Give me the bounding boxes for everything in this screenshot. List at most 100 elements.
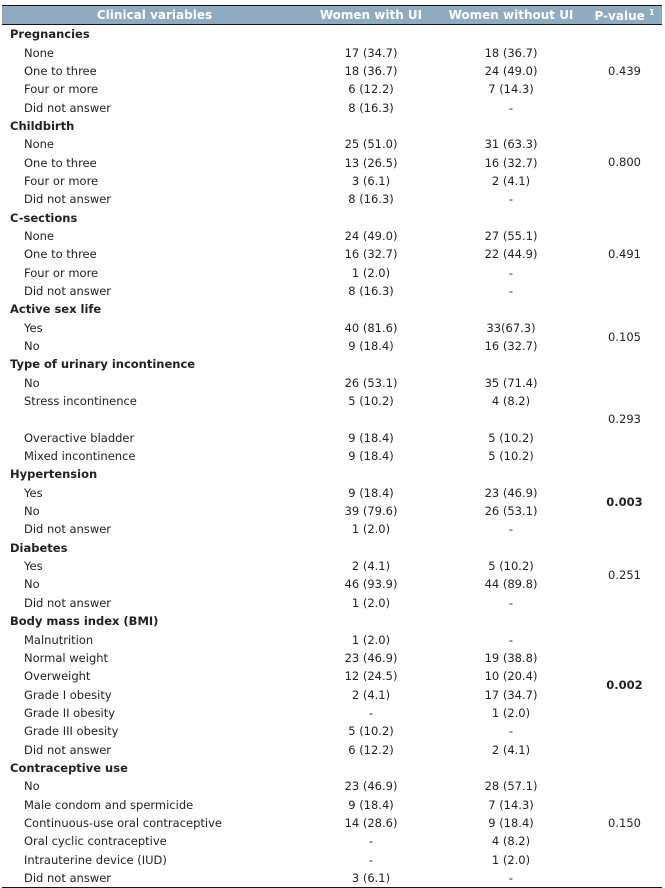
table-row: Four or more 3 (6.1) 2 (4.1): [2, 172, 662, 190]
p-value-cell: [587, 337, 662, 355]
women-with-ui-value: 5 (10.2): [348, 394, 394, 409]
women-without-ui-value: -: [508, 522, 514, 537]
group-title: Type of urinary incontinence: [10, 357, 196, 372]
women-without-ui-value: 5 (10.2): [488, 430, 534, 445]
p-value: 0.251: [608, 567, 641, 582]
row-label: Grade I obesity: [24, 687, 112, 702]
women-without-ui-value: [435, 410, 587, 428]
women-with-ui-value: 6 (12.2): [348, 82, 394, 97]
row-label: Did not answer: [24, 595, 112, 610]
p-value-cell: [587, 868, 662, 888]
women-without-ui-value: -: [508, 632, 514, 647]
p-value-cell: [587, 722, 662, 740]
row-label: None: [24, 228, 55, 243]
women-with-ui-value: 40 (81.6): [344, 320, 398, 335]
group-header-row: Contraceptive use: [2, 759, 662, 777]
p-value-cell: [587, 740, 662, 758]
table-row: Grade III obesity 5 (10.2) -: [2, 722, 662, 740]
row-label: Stress incontinence: [24, 394, 137, 409]
p-value: 0.491: [608, 247, 641, 262]
women-with-ui-value: 25 (51.0): [344, 137, 398, 152]
row-label: Malnutrition: [24, 632, 94, 647]
header-clinical-variables: Clinical variables: [2, 5, 307, 25]
women-without-ui-value: 1 (2.0): [491, 852, 531, 867]
p-value-cell: [587, 850, 662, 868]
group-title: Pregnancies: [10, 27, 90, 42]
table-header-row: Clinical variables Women with UI Women w…: [2, 5, 662, 25]
p-value-cell: [587, 447, 662, 465]
row-label: Continuous-use oral contraceptive: [24, 815, 222, 830]
women-with-ui-value: 14 (28.6): [344, 815, 398, 830]
p-value-cell: [587, 520, 662, 538]
row-label: Overweight: [24, 669, 91, 684]
p-value: 0.003: [606, 494, 643, 509]
women-without-ui-value: 4 (8.2): [491, 834, 531, 849]
table-row: Normal weight 23 (46.9) 19 (38.8): [2, 649, 662, 667]
table-row: Did not answer 6 (12.2) 2 (4.1): [2, 740, 662, 758]
women-without-ui-value: -: [508, 100, 514, 115]
footnote-marker: 1: [648, 7, 655, 17]
row-label: No: [24, 375, 40, 390]
women-without-ui-value: 7 (14.3): [488, 82, 534, 97]
header-p-value: P-value 1: [587, 5, 662, 25]
table-row: Yes 40 (81.6) 33(67.3) 0.105: [2, 319, 662, 344]
row-label: Normal weight: [24, 650, 109, 665]
women-with-ui-value: 13 (26.5): [344, 155, 398, 170]
women-with-ui-value: [307, 410, 435, 428]
row-label: One to three: [24, 247, 97, 262]
group-header-row: Diabetes: [2, 539, 662, 557]
group-header-row: Body mass index (BMI): [2, 612, 662, 630]
header-women-without-ui: Women without UI: [435, 5, 587, 25]
women-with-ui-value: 9 (18.4): [348, 339, 394, 354]
p-value-cell: [587, 227, 662, 245]
row-label: Did not answer: [24, 283, 112, 298]
women-with-ui-value: 2 (4.1): [351, 559, 391, 574]
table-row: No 46 (93.9) 44 (89.8): [2, 575, 662, 593]
row-label: Did not answer: [24, 192, 112, 207]
table-row: Overweight 12 (24.5) 10 (20.4) 0.002: [2, 667, 662, 692]
women-without-ui-value: 27 (55.1): [484, 228, 538, 243]
women-without-ui-value: 24 (49.0): [484, 63, 538, 78]
row-label: Overactive bladder: [24, 430, 135, 445]
women-with-ui-value: 16 (32.7): [344, 247, 398, 262]
women-with-ui-value: 9 (18.4): [348, 449, 394, 464]
women-without-ui-value: 26 (53.1): [484, 504, 538, 519]
row-label: [2, 410, 307, 428]
women-without-ui-value: -: [508, 192, 514, 207]
women-without-ui-value: -: [508, 283, 514, 298]
women-without-ui-value: 28 (57.1): [484, 779, 538, 794]
table-row: Stress incontinence 5 (10.2) 4 (8.2): [2, 392, 662, 410]
women-without-ui-value: -: [435, 868, 587, 888]
p-value-cell: [587, 832, 662, 850]
group-title: C-sections: [10, 210, 78, 225]
row-label: Grade III obesity: [24, 724, 119, 739]
table-row: No 26 (53.1) 35 (71.4): [2, 374, 662, 392]
row-label: Did not answer: [24, 522, 112, 537]
women-without-ui-value: 31 (63.3): [484, 137, 538, 152]
p-value-cell: [587, 502, 662, 520]
row-label: Intrauterine device (IUD): [24, 852, 167, 867]
women-with-ui-value: 46 (93.9): [344, 577, 398, 592]
p-value-cell: 0.150: [587, 814, 662, 832]
group-title: Childbirth: [10, 118, 75, 133]
group-title: Diabetes: [10, 540, 68, 555]
p-value-cell: [587, 80, 662, 98]
women-without-ui-value: 1 (2.0): [491, 705, 531, 720]
women-with-ui-value: 2 (4.1): [351, 687, 391, 702]
row-label: Yes: [24, 559, 43, 574]
table-row: Grade I obesity 2 (4.1) 17 (34.7): [2, 685, 662, 703]
table-row: One to three 16 (32.7) 22 (44.9) 0.491: [2, 245, 662, 263]
women-with-ui-value: -: [368, 705, 374, 720]
women-with-ui-value: 26 (53.1): [344, 375, 398, 390]
women-with-ui-value: 18 (36.7): [344, 63, 398, 78]
row-label: One to three: [24, 155, 97, 170]
row-label: Four or more: [24, 265, 99, 280]
table-row: Four or more 1 (2.0) -: [2, 263, 662, 281]
table-row: Male condom and spermicide 9 (18.4) 7 (14.…: [2, 795, 662, 813]
row-label: Yes: [24, 485, 43, 500]
p-value: 0.002: [606, 678, 643, 693]
p-value-cell: [587, 190, 662, 208]
women-without-ui-value: 4 (8.2): [491, 394, 531, 409]
women-with-ui-value: 8 (16.3): [348, 100, 394, 115]
women-with-ui-value: 23 (46.9): [344, 650, 398, 665]
